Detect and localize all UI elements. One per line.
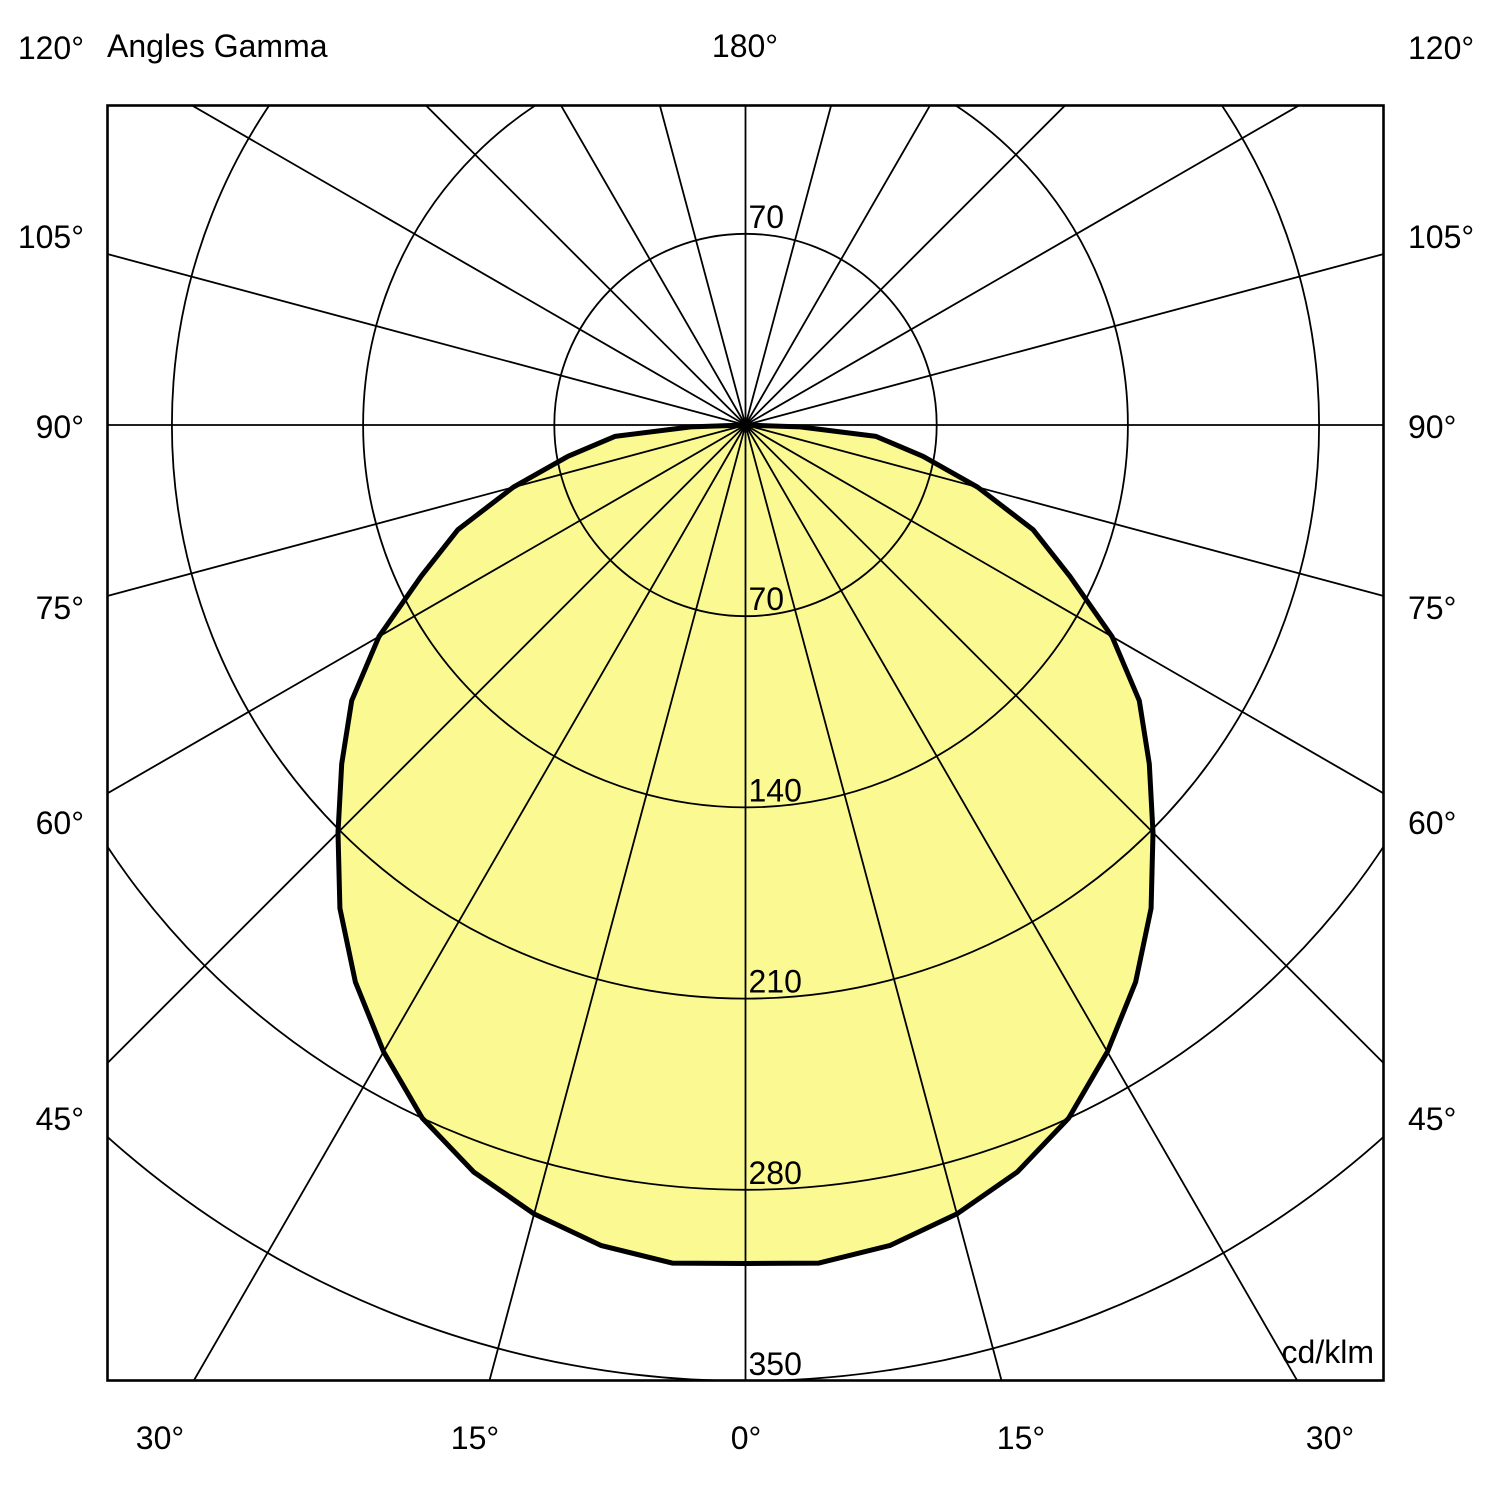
ring-label-140: 140 <box>749 772 802 808</box>
angle-label-right-120: 120° <box>1408 30 1475 66</box>
angle-label-bottom-30-left: 30° <box>135 1420 185 1456</box>
unit-label: cd/klm <box>1281 1334 1374 1370</box>
ring-label-350: 350 <box>749 1346 802 1382</box>
angle-label-bottom-0: 0° <box>730 1420 762 1456</box>
ring-label-280: 280 <box>749 1155 802 1191</box>
angle-label-left-120: 120° <box>17 30 84 66</box>
angle-label-left-75: 75° <box>35 590 84 626</box>
angle-label-right-75: 75° <box>1408 590 1457 626</box>
angle-label-left-105: 105° <box>17 219 84 255</box>
angle-label-right-105: 105° <box>1408 219 1475 255</box>
angle-label-left-90: 90° <box>35 409 84 445</box>
angle-label-bottom-30-right: 30° <box>1305 1420 1355 1456</box>
ring-label-210: 210 <box>749 964 802 1000</box>
ring-label-upper-70: 70 <box>749 199 785 235</box>
angle-label-bottom-15-left: 15° <box>450 1420 500 1456</box>
angle-label-right-45: 45° <box>1408 1101 1457 1137</box>
angle-label-top-180: 180° <box>711 28 779 64</box>
ring-label-70: 70 <box>749 581 785 617</box>
angle-label-left-45: 45° <box>35 1101 84 1137</box>
angle-label-bottom-15-right: 15° <box>996 1420 1046 1456</box>
angle-label-right-60: 60° <box>1408 805 1457 841</box>
angle-label-left-60: 60° <box>35 805 84 841</box>
chart-title: Angles Gamma <box>107 28 328 64</box>
angle-label-right-90: 90° <box>1408 409 1457 445</box>
